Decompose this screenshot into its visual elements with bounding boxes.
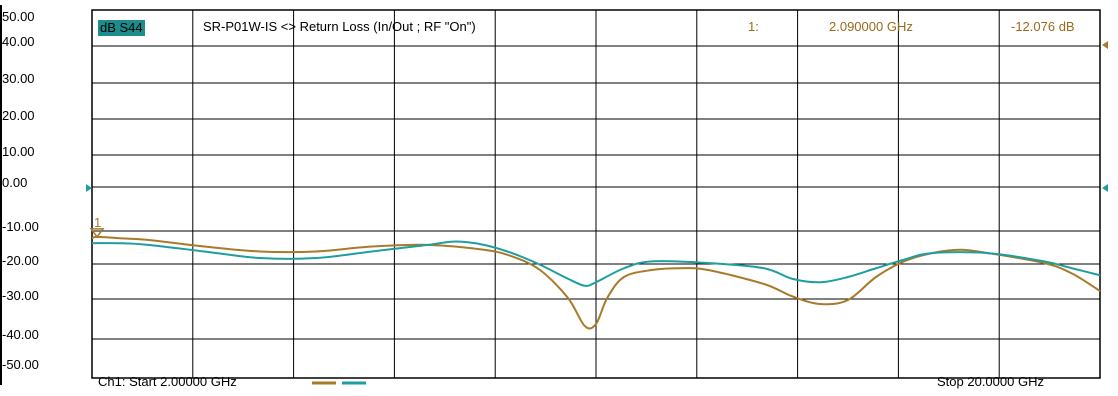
markers: 1: [89, 215, 366, 385]
trace-title: SR-P01W-IS <> Return Loss (In/Out ; RF "…: [203, 19, 476, 34]
marker-number: 1:: [748, 19, 759, 34]
y-tick-label: -40.00: [2, 327, 39, 342]
marker-value: -12.076 dB: [1011, 19, 1075, 34]
y-tick-label: 20.00: [2, 108, 35, 123]
y-tick-label: -10.00: [2, 219, 39, 234]
start-frequency-label: Ch1: Start 2.00000 GHz: [98, 374, 237, 389]
marker-arrow-right: [1102, 41, 1108, 49]
y-tick-label: 0.00: [2, 175, 28, 190]
marker-1-triangle: [89, 228, 105, 239]
y-tick-label: 30.00: [2, 71, 35, 86]
y-tick-label: 10.00: [2, 144, 35, 159]
trace-secondary-line: [91, 240, 1101, 287]
marker-frequency: 2.090000 GHz: [829, 19, 913, 34]
trace-name-badge[interactable]: dB S44: [98, 20, 145, 36]
grid-lines: [0, 5, 1108, 385]
traces: [91, 235, 1101, 330]
y-tick-label: -30.00: [2, 288, 39, 303]
stop-frequency-label: Stop 20.0000 GHz: [937, 374, 1044, 389]
y-tick-label: -50.00: [2, 357, 39, 372]
y-tick-label: 40.00: [2, 34, 35, 49]
y-tick-label: 50.00: [2, 9, 35, 24]
reference-arrow-left: [86, 184, 92, 192]
y-tick-label: -20.00: [2, 253, 39, 268]
marker-1-label: 1: [94, 215, 101, 230]
reference-arrow-right: [1102, 184, 1108, 192]
